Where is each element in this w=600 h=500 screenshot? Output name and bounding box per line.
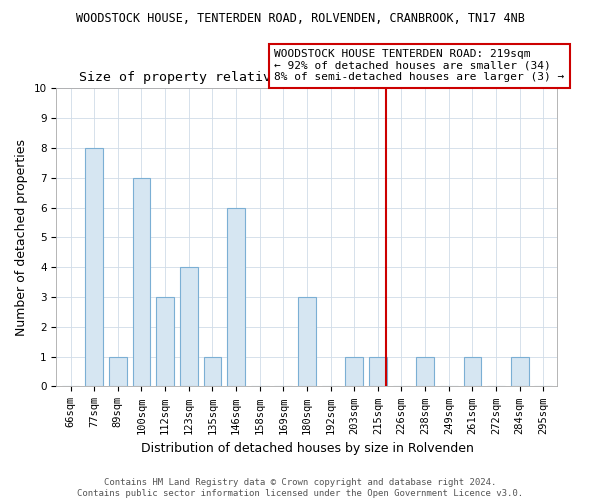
Bar — [85, 148, 103, 386]
Text: Contains HM Land Registry data © Crown copyright and database right 2024.
Contai: Contains HM Land Registry data © Crown c… — [77, 478, 523, 498]
Text: WOODSTOCK HOUSE TENTERDEN ROAD: 219sqm
← 92% of detached houses are smaller (34): WOODSTOCK HOUSE TENTERDEN ROAD: 219sqm ←… — [274, 49, 565, 82]
Bar — [227, 208, 245, 386]
Bar — [180, 267, 197, 386]
Bar — [511, 356, 529, 386]
X-axis label: Distribution of detached houses by size in Rolvenden: Distribution of detached houses by size … — [140, 442, 473, 455]
Bar — [416, 356, 434, 386]
Bar — [298, 297, 316, 386]
Bar — [346, 356, 363, 386]
Bar — [464, 356, 481, 386]
Bar — [109, 356, 127, 386]
Title: Size of property relative to detached houses in Rolvenden: Size of property relative to detached ho… — [79, 72, 535, 85]
Y-axis label: Number of detached properties: Number of detached properties — [15, 139, 28, 336]
Bar — [369, 356, 387, 386]
Bar — [156, 297, 174, 386]
Bar — [133, 178, 151, 386]
Text: WOODSTOCK HOUSE, TENTERDEN ROAD, ROLVENDEN, CRANBROOK, TN17 4NB: WOODSTOCK HOUSE, TENTERDEN ROAD, ROLVEND… — [76, 12, 524, 26]
Bar — [203, 356, 221, 386]
